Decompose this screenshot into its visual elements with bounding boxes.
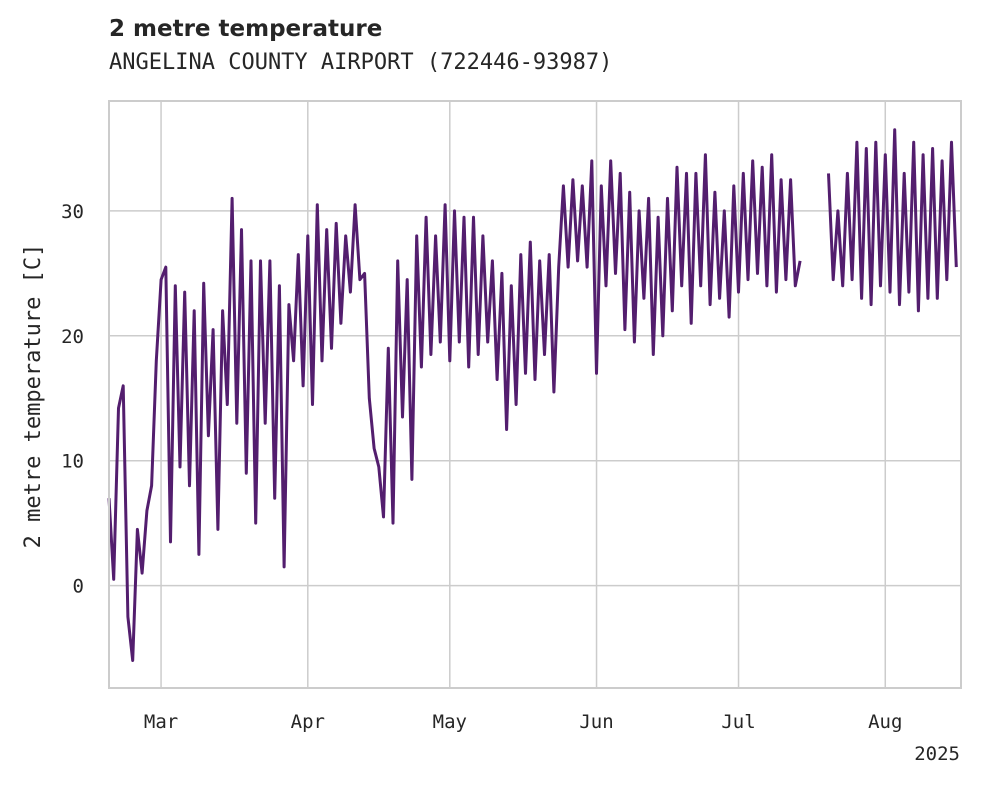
x-tick-label: Aug bbox=[868, 711, 902, 733]
temperature-series-line bbox=[107, 128, 958, 662]
x-tick-labels: Mar Apr May Jun Jul Aug bbox=[144, 711, 903, 733]
chart-subtitle: ANGELINA COUNTY AIRPORT (722446-93987) bbox=[109, 50, 613, 75]
x-tick-label: Jul bbox=[721, 711, 755, 733]
x-tick-label: Jun bbox=[579, 711, 613, 733]
series-layer bbox=[107, 128, 958, 662]
x-tick-label: May bbox=[433, 711, 467, 733]
y-tick-label: 0 bbox=[73, 576, 84, 598]
plot-frame bbox=[108, 100, 962, 689]
y-tick-label: 20 bbox=[61, 326, 84, 348]
x-tick-label: Mar bbox=[144, 711, 178, 733]
y-tick-labels: 0 10 20 30 bbox=[61, 201, 84, 598]
y-axis-label: 2 metre temperature [C] bbox=[21, 244, 46, 549]
y-tick-label: 10 bbox=[61, 451, 84, 473]
x-axis-year-label: 2025 bbox=[914, 743, 960, 765]
y-tick-label: 30 bbox=[61, 201, 84, 223]
x-tick-label: Apr bbox=[291, 711, 325, 733]
chart-title: 2 metre temperature bbox=[109, 16, 383, 42]
